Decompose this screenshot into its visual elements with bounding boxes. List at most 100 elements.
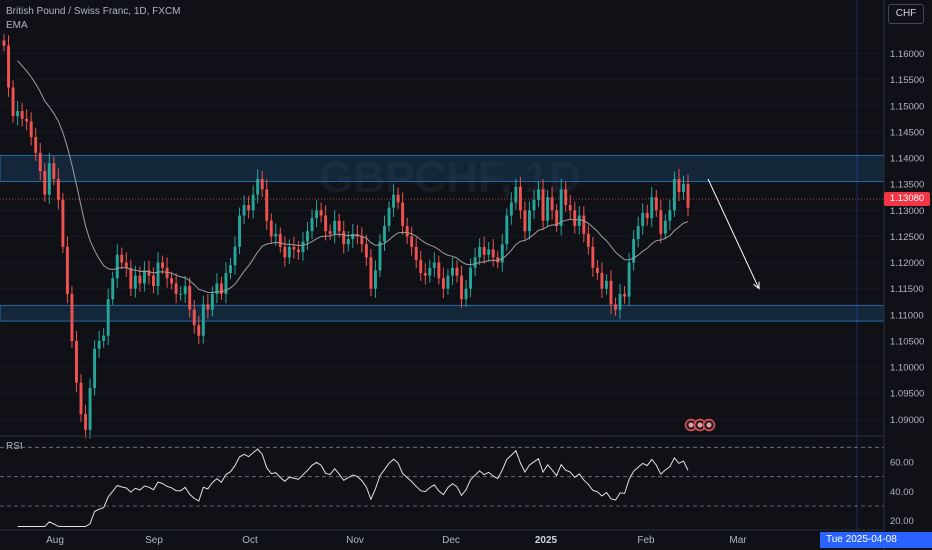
candle xyxy=(106,288,110,346)
candle xyxy=(555,203,559,232)
candle-body xyxy=(564,189,568,206)
candle xyxy=(460,265,463,309)
candle xyxy=(677,168,681,202)
candle xyxy=(518,177,522,220)
candle xyxy=(147,260,151,285)
candle xyxy=(337,213,341,238)
candle-body xyxy=(641,212,645,226)
candle-body xyxy=(324,215,328,232)
rsi-level-lines xyxy=(0,446,884,507)
candle xyxy=(319,202,323,223)
event-flag-icon[interactable] xyxy=(693,418,707,432)
candle-body xyxy=(43,171,47,195)
candle-body xyxy=(405,225,409,237)
resistance-zone[interactable] xyxy=(0,154,885,183)
rsi-indicator-label[interactable]: RSI xyxy=(6,441,23,452)
candle-body xyxy=(206,304,210,310)
candle-body xyxy=(609,280,613,305)
symbol-title[interactable]: British Pound / Swiss Franc, 1D, FXCM xyxy=(6,6,181,17)
candle-body xyxy=(16,111,20,117)
candle-body xyxy=(111,278,115,300)
candle-body xyxy=(174,283,178,294)
candle-body xyxy=(88,387,92,430)
candle xyxy=(133,265,137,298)
candle xyxy=(306,221,309,250)
time-axis[interactable]: Aug Sep Oct Nov Dec 2025 Feb Mar xyxy=(46,535,747,546)
candle-body xyxy=(133,275,137,289)
candle-body xyxy=(11,87,15,117)
candle-body xyxy=(315,210,319,219)
candle-body xyxy=(233,246,237,266)
candle xyxy=(541,179,545,230)
candle-body xyxy=(210,293,214,310)
rsi-tick-label: 20.00 xyxy=(890,516,914,527)
rsi-line xyxy=(17,448,689,527)
candle-body xyxy=(269,220,273,237)
candle xyxy=(120,247,124,270)
candle xyxy=(251,185,255,219)
candle-body xyxy=(310,218,314,232)
candle xyxy=(378,234,382,278)
candle-body xyxy=(188,286,192,310)
candle xyxy=(210,286,214,317)
candle-body xyxy=(532,199,536,211)
candle-body xyxy=(129,267,133,289)
candle xyxy=(233,236,237,275)
event-flag-icon[interactable] xyxy=(702,418,716,432)
candle-body xyxy=(278,233,282,247)
candle-body xyxy=(364,244,368,258)
candle-body xyxy=(319,210,323,216)
candle-body xyxy=(287,246,291,258)
candle xyxy=(346,231,350,252)
candle-body xyxy=(75,340,78,383)
candle xyxy=(641,203,645,235)
candle-body xyxy=(242,205,246,216)
time-tick-label: Mar xyxy=(729,535,747,546)
candle xyxy=(595,260,599,280)
candle xyxy=(97,330,101,358)
ema-indicator-label[interactable]: EMA xyxy=(6,20,28,31)
currency-button[interactable]: CHF xyxy=(888,4,924,24)
candle xyxy=(179,286,183,301)
candle-body xyxy=(351,233,355,240)
candle-body xyxy=(618,293,622,310)
candle-body xyxy=(527,210,531,232)
candle xyxy=(342,220,346,254)
candle xyxy=(364,234,368,266)
candle-body xyxy=(414,246,418,260)
candle-body xyxy=(138,275,142,284)
candle-body xyxy=(34,137,38,153)
time-tick-label: 2025 xyxy=(535,535,558,546)
candle xyxy=(238,207,242,255)
price-tick-label: 1.14500 xyxy=(890,127,924,138)
candle xyxy=(586,225,590,255)
candle-body xyxy=(605,280,608,289)
price-tick-label: 1.09000 xyxy=(890,415,924,426)
candle-body xyxy=(469,267,473,289)
event-badges[interactable] xyxy=(684,418,716,432)
candle-body xyxy=(292,246,296,250)
candle xyxy=(410,226,414,256)
projection-arrow[interactable] xyxy=(707,178,760,289)
rsi-axis[interactable]: 60.00 40.00 20.00 xyxy=(890,458,914,528)
candle-body xyxy=(496,257,500,263)
candle-body xyxy=(102,335,106,341)
candle xyxy=(605,274,608,295)
candle xyxy=(70,286,74,348)
candle-body xyxy=(537,189,540,200)
candle-body xyxy=(450,267,454,276)
candle-body xyxy=(482,246,486,255)
candle-body xyxy=(419,259,423,273)
candle-body xyxy=(65,246,69,294)
candle xyxy=(25,109,29,131)
rsi-tick-label: 60.00 xyxy=(890,458,914,469)
candle-body xyxy=(179,293,183,295)
candle xyxy=(632,230,636,271)
candle xyxy=(61,193,65,253)
support-zone[interactable] xyxy=(0,304,885,322)
rsi-tick-label: 40.00 xyxy=(890,487,914,498)
candle-body xyxy=(61,199,65,247)
candle xyxy=(423,263,427,285)
price-axis[interactable]: 1.16000 1.15500 1.15000 1.14500 1.14000 1.135… xyxy=(890,49,924,426)
